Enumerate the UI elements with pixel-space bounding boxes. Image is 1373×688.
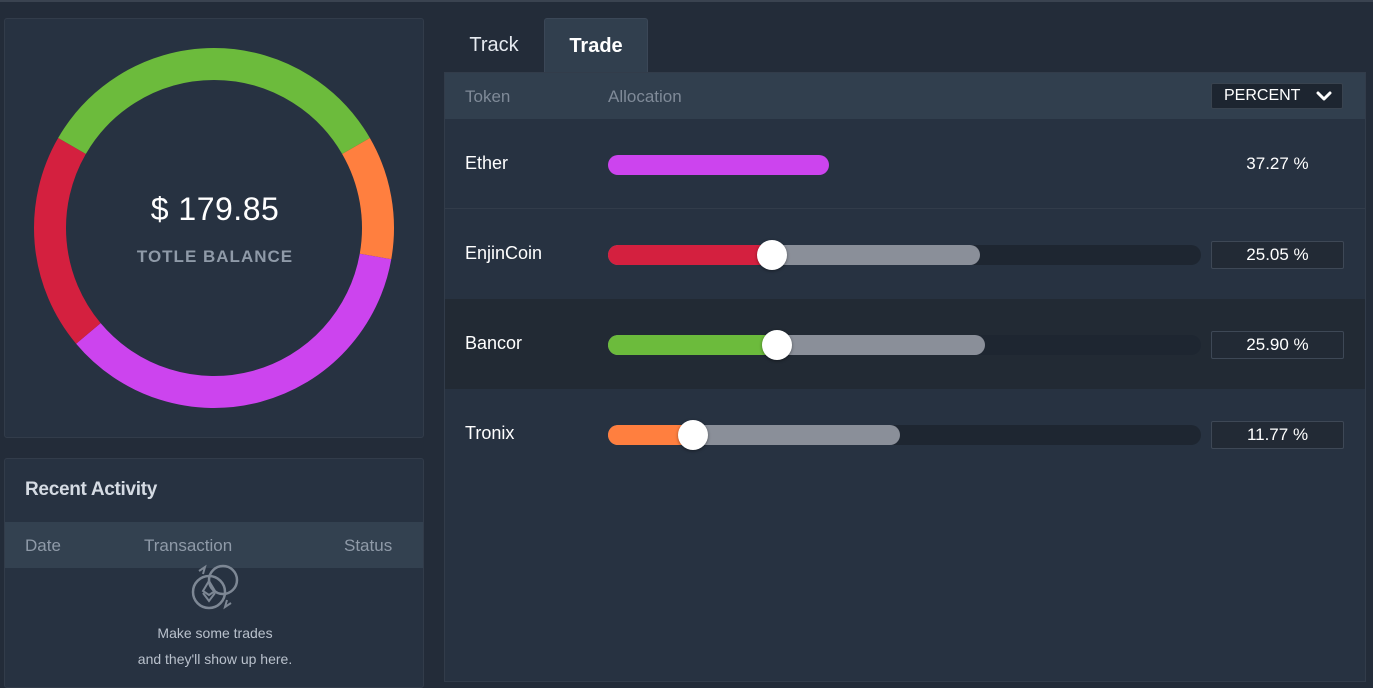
top-divider: [0, 0, 1373, 2]
allocation-percent: 37.27 %: [1246, 154, 1309, 173]
allocation-percent-input[interactable]: 25.05 %: [1211, 241, 1344, 269]
allocation-row-tronix: Tronix 11.77 %: [445, 389, 1365, 479]
column-token: Token: [465, 87, 511, 106]
allocation-bar-fill: [608, 155, 829, 175]
slider-handle[interactable]: [757, 240, 787, 270]
allocation-table-header: Token Allocation PERCENT: [445, 73, 1365, 119]
column-allocation: Allocation: [608, 87, 682, 106]
tab-trade[interactable]: Trade: [544, 18, 648, 72]
column-status[interactable]: Status: [344, 536, 393, 555]
allocation-row-enjincoin: EnjinCoin 25.05 %: [445, 209, 1365, 299]
total-balance-amount: $ 179.85: [150, 191, 280, 227]
donut-segment-bancor: [58, 48, 370, 155]
allocation-percent-input[interactable]: 11.77 %: [1211, 421, 1344, 449]
token-name: Ether: [465, 153, 509, 173]
column-transaction[interactable]: Transaction: [144, 536, 233, 555]
chevron-down-icon: [1316, 91, 1332, 101]
allocation-row-ether: Ether 37.27 %: [445, 119, 1365, 209]
allocation-percent-input[interactable]: 25.90 %: [1211, 331, 1344, 359]
swap-ether-icon: [191, 564, 239, 610]
slider-fill: [608, 245, 772, 265]
recent-activity-title: Recent Activity: [25, 479, 158, 500]
allocation-donut: [34, 48, 394, 408]
donut-segment-ether: [76, 253, 392, 408]
empty-state-line-1: Make some trades: [157, 625, 273, 641]
token-name: EnjinCoin: [465, 243, 543, 263]
slider-fill: [608, 425, 693, 445]
unit-select-value: PERCENT: [1224, 87, 1301, 104]
activity-table-header: Date Transaction Status: [5, 522, 423, 568]
slider-handle[interactable]: [762, 330, 792, 360]
allocation-row-bancor: Bancor 25.90 %: [445, 299, 1365, 389]
slider-fill: [608, 335, 777, 355]
tab-track[interactable]: Track: [469, 34, 519, 56]
empty-state-line-2: and they'll show up here.: [137, 651, 293, 667]
slider-handle[interactable]: [678, 420, 708, 450]
donut-segment-tronix: [341, 138, 394, 260]
column-date[interactable]: Date: [25, 536, 61, 555]
trade-panel: Token Allocation PERCENT Ether 37.27 % E…: [444, 72, 1366, 682]
balance-panel: $ 179.85 TOTLE BALANCE: [4, 18, 424, 438]
token-name: Tronix: [465, 423, 515, 443]
unit-select-dropdown[interactable]: PERCENT: [1211, 83, 1343, 109]
recent-activity-panel: Recent Activity Date Transaction Status …: [4, 458, 424, 688]
total-balance-label: TOTLE BALANCE: [136, 247, 294, 266]
donut-segment-enjincoin: [34, 138, 101, 344]
token-name: Bancor: [465, 333, 523, 353]
